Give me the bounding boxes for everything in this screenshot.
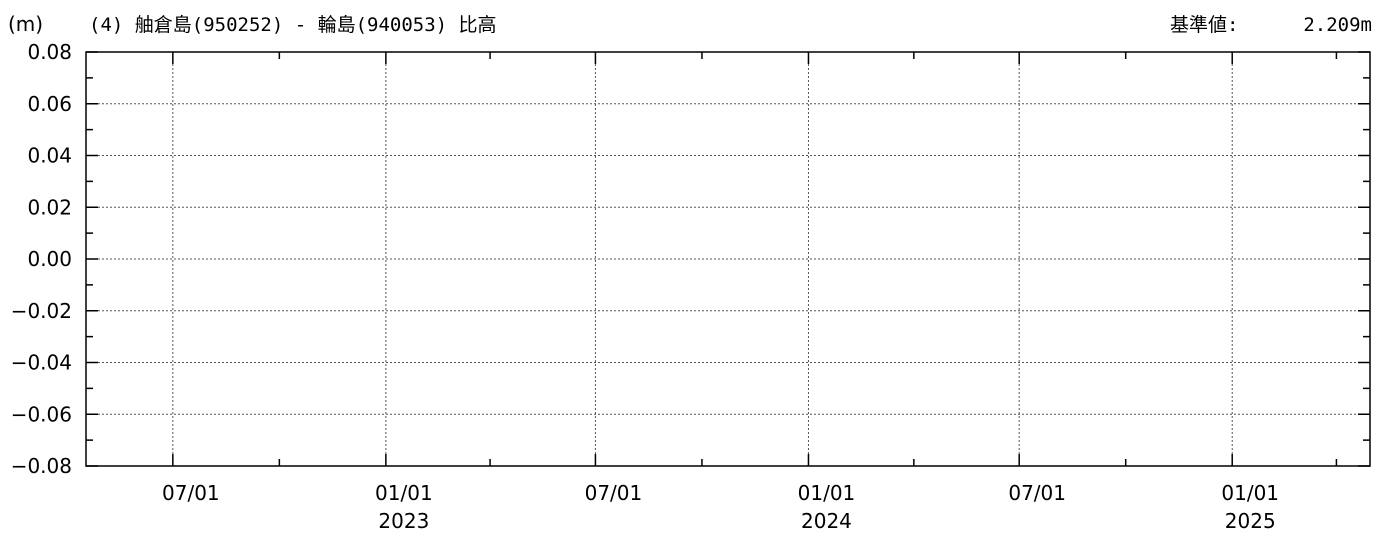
tick-label-layer: 0.08 0.06 0.04 0.02 0.00 −0.02 −0.04 −0.06 −0.08…: [11, 40, 1279, 533]
reference-value: 2.209m: [1303, 14, 1372, 36]
x-tick-label: 01/01: [798, 481, 856, 505]
chart-header: (m) (4) 舳倉島(950252) - 輪島(940053) 比高 基準値:…: [8, 12, 1372, 36]
y-unit-label: (m): [8, 12, 43, 36]
plot-frame: [85, 51, 1371, 467]
reference-label: 基準値:: [1170, 14, 1238, 36]
y-tick-label: −0.04: [11, 351, 72, 375]
grid-layer: [86, 52, 1370, 466]
x-tick-label: 07/01: [1008, 481, 1066, 505]
y-tick-label: 0.00: [27, 247, 72, 271]
x-tick-label: 07/01: [585, 481, 643, 505]
x-year-label: 2023: [378, 509, 429, 533]
y-tick-label: −0.02: [11, 299, 72, 323]
y-tick-label: 0.08: [27, 40, 72, 64]
x-tick-label: 01/01: [1221, 481, 1279, 505]
y-tick-label: 0.04: [27, 144, 72, 168]
x-tick-label: 01/01: [375, 481, 433, 505]
y-tick-label: −0.08: [11, 454, 72, 478]
y-tick-label: 0.06: [27, 92, 72, 116]
y-tick-label: −0.06: [11, 402, 72, 426]
x-year-label: 2025: [1225, 509, 1276, 533]
x-year-label: 2024: [801, 509, 852, 533]
x-tick-label: 07/01: [162, 481, 220, 505]
chart-title: (4) 舳倉島(950252) - 輪島(940053) 比高: [89, 14, 497, 36]
y-tick-label: 0.02: [27, 195, 72, 219]
